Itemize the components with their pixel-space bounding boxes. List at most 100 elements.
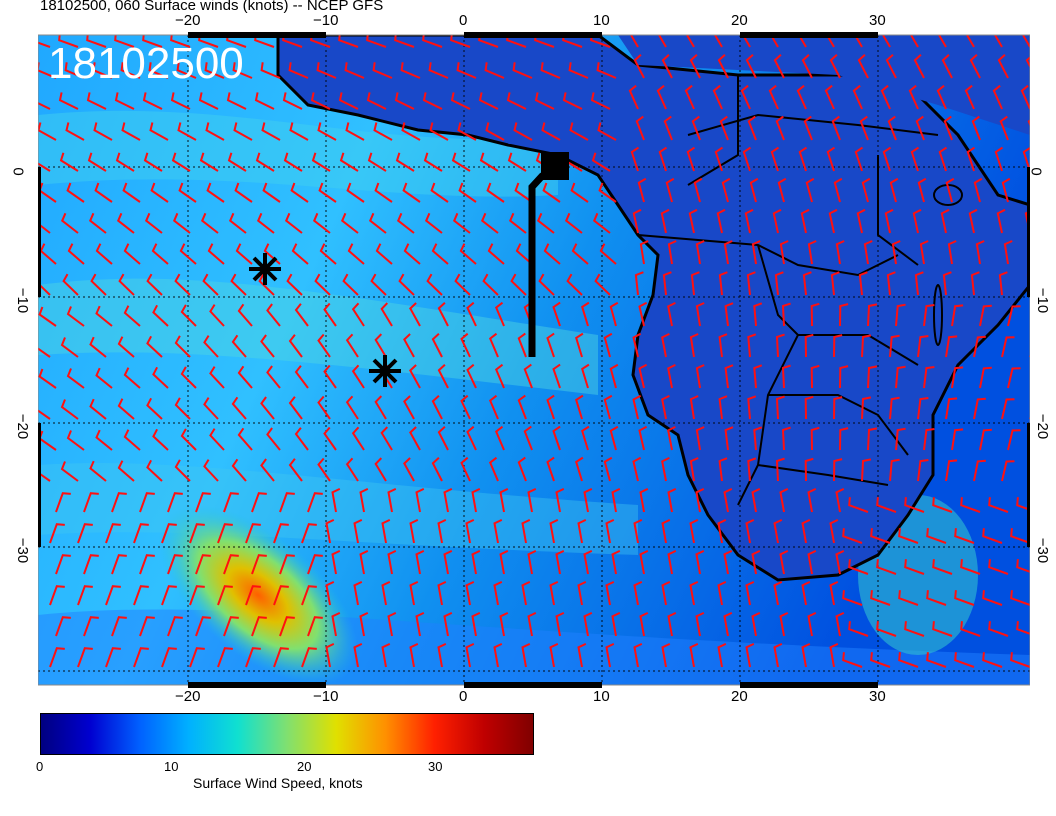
wind-barb xyxy=(310,92,331,110)
wind-barb xyxy=(38,213,51,234)
wind-barb xyxy=(487,243,505,265)
wind-barb xyxy=(538,273,555,296)
wind-barb xyxy=(656,84,667,110)
wind-barb xyxy=(852,84,863,110)
wind-barb xyxy=(912,208,922,234)
wind-barb xyxy=(174,335,191,358)
wind-barb xyxy=(945,335,958,358)
wind-barb xyxy=(351,302,365,327)
wind-barb xyxy=(307,616,323,637)
wind-barb xyxy=(667,487,677,513)
wind-barb xyxy=(353,642,363,668)
wind-barb xyxy=(178,182,197,203)
wind-barb xyxy=(301,523,317,544)
wind-barb xyxy=(1020,84,1030,110)
wind-barb xyxy=(835,611,845,637)
wind-barb xyxy=(662,271,672,296)
wind-barb xyxy=(810,302,820,327)
wind-barb xyxy=(353,580,363,606)
wind-barb xyxy=(639,487,649,513)
wind-barb xyxy=(260,62,281,79)
wind-barb xyxy=(77,523,93,544)
wind-barb xyxy=(273,647,289,668)
wind-barb xyxy=(510,273,527,296)
wind-barb xyxy=(1010,590,1030,606)
wind-barb xyxy=(515,243,533,265)
wind-barb xyxy=(316,62,337,79)
wind-barb xyxy=(781,364,791,389)
wind-barb xyxy=(409,518,419,544)
wind-barb xyxy=(685,35,695,48)
wind-barb xyxy=(395,152,415,172)
wind-barb xyxy=(235,243,253,265)
wind-barb xyxy=(133,523,149,544)
wind-barb xyxy=(55,492,71,513)
wind-barb xyxy=(307,554,323,575)
wind-barb xyxy=(226,35,247,48)
lat-tick-right: −10 xyxy=(1034,287,1052,314)
wind-barb xyxy=(658,146,668,172)
wind-barb xyxy=(689,642,699,668)
wind-barb xyxy=(826,146,836,172)
wind-barb xyxy=(38,306,57,327)
wind-barb xyxy=(288,62,309,79)
wind-barb xyxy=(266,365,281,389)
wind-barb xyxy=(331,487,341,513)
wind-barb xyxy=(745,518,755,544)
wind-barb xyxy=(741,35,751,48)
wind-barb xyxy=(695,364,705,389)
wind-barb xyxy=(775,333,785,358)
wind-barb xyxy=(139,554,155,575)
colorbar-title: Surface Wind Speed, knots xyxy=(193,775,363,791)
wind-barb xyxy=(1007,305,1021,327)
wind-barb xyxy=(424,212,443,234)
wind-barb xyxy=(209,304,225,327)
wind-barb xyxy=(142,35,163,48)
wind-barb xyxy=(898,652,919,668)
wind-barb xyxy=(237,303,253,327)
wind-barb xyxy=(256,212,275,234)
wind-barb xyxy=(802,271,812,296)
wind-barb xyxy=(923,304,935,327)
wind-barb xyxy=(772,208,782,234)
wind-barb xyxy=(403,395,415,420)
wind-barb xyxy=(284,212,303,234)
lon-tick-bottom: −10 xyxy=(313,688,339,705)
wind-barb xyxy=(373,122,393,141)
wind-barb xyxy=(913,54,925,79)
wind-barb xyxy=(311,152,331,172)
wind-barb xyxy=(971,115,981,141)
wind-barb xyxy=(195,492,211,513)
wind-barb xyxy=(876,621,897,637)
wind-barb xyxy=(749,177,759,203)
wind-barb xyxy=(179,243,197,265)
wind-barb xyxy=(632,208,642,234)
wind-barb xyxy=(457,122,477,141)
wind-barb xyxy=(773,54,785,79)
wind-map: 18102500 xyxy=(38,35,1030,685)
wind-barb xyxy=(992,84,1003,110)
wind-barb xyxy=(824,84,835,110)
wind-barb xyxy=(180,304,197,327)
wind-barb xyxy=(251,554,267,575)
wind-barb xyxy=(517,332,527,358)
wind-barb xyxy=(290,182,309,203)
wind-barb xyxy=(667,611,677,637)
wind-barb xyxy=(603,332,613,358)
wind-barb xyxy=(77,585,93,606)
wind-barb xyxy=(926,590,947,606)
wind-barb xyxy=(301,585,317,606)
wind-barb xyxy=(38,471,51,482)
wind-barb xyxy=(979,304,992,327)
wind-barb xyxy=(769,35,779,48)
wind-barb xyxy=(38,409,51,420)
wind-barb xyxy=(359,487,369,513)
wind-barb xyxy=(325,580,335,606)
square-marker xyxy=(528,152,569,357)
wind-barb xyxy=(1010,652,1030,668)
wind-barb xyxy=(801,54,813,79)
wind-barb xyxy=(882,146,892,172)
wind-barb xyxy=(86,92,107,110)
wind-barb xyxy=(839,365,849,389)
wind-barb xyxy=(170,35,191,48)
